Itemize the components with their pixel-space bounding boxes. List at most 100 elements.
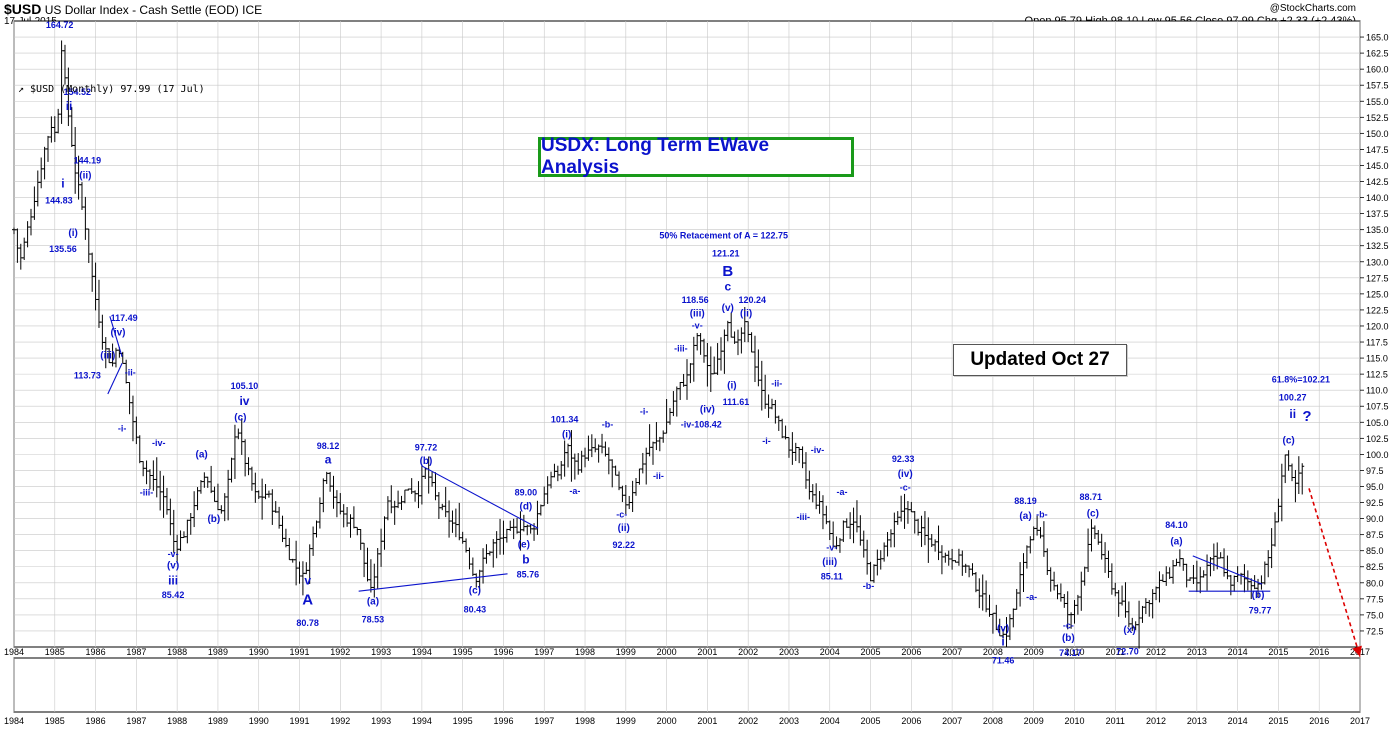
x-tick-label: 1994 [412, 647, 432, 657]
wave-label: -iii- [674, 344, 688, 354]
y-tick-label: 122.5 [1366, 305, 1389, 315]
wave-label: (ii) [740, 308, 752, 319]
trend-line [421, 465, 539, 529]
wave-label: (b) [1252, 590, 1265, 601]
wave-label: 84.10 [1165, 520, 1188, 530]
x-tick-label: 2006 [901, 716, 921, 726]
wave-label: (b) [1062, 633, 1075, 644]
wave-label: 80.78 [296, 618, 319, 628]
y-tick-label: 150.0 [1366, 129, 1389, 139]
y-tick-label: 77.5 [1366, 594, 1384, 604]
y-tick-label: 75.0 [1366, 610, 1384, 620]
y-tick-label: 152.5 [1366, 113, 1389, 123]
x-tick-label: 1984 [4, 647, 24, 657]
ticker-symbol: $USD [4, 1, 42, 17]
x-tick-label: 2000 [657, 647, 677, 657]
x-tick-label: 1986 [86, 716, 106, 726]
wave-label: 88.71 [1080, 492, 1103, 502]
wave-label: a [325, 452, 332, 466]
x-tick-label: 2007 [942, 647, 962, 657]
projection-line [1308, 488, 1361, 657]
y-tick-label: 160.0 [1366, 65, 1389, 75]
wave-label: (a) [196, 450, 208, 461]
y-tick-label: 127.5 [1366, 273, 1389, 283]
wave-label: 144.19 [74, 156, 102, 166]
x-tick-label: 2011 [1106, 716, 1125, 726]
trend-line [109, 316, 123, 357]
x-tick-label: 2010 [1064, 716, 1084, 726]
x-tick-label: 2002 [738, 716, 758, 726]
wave-label: (c) [1283, 435, 1295, 446]
x-tick-label: 2017 [1350, 716, 1370, 726]
wave-label: 50% Retacement of A = 122.75 [659, 231, 788, 241]
x-tick-label: 2001 [697, 716, 717, 726]
x-tick-label: 1988 [167, 647, 187, 657]
y-axis-ticks: 72.5 75.0 77.5 80.0 82.5 85.0 87.5 90.0 92.5 95.0… [1360, 33, 1389, 636]
x-tick-label: 2009 [1024, 647, 1044, 657]
exchange-label: ICE [242, 3, 263, 17]
x-tick-label: 1991 [289, 647, 309, 657]
x-tick-label: 1991 [289, 716, 309, 726]
x-tick-label: 2013 [1187, 647, 1207, 657]
wave-label: 72.70 [1116, 647, 1139, 657]
x-tick-label: 1996 [493, 716, 513, 726]
update-note-box: Updated Oct 27 [953, 344, 1127, 376]
x-tick-label: 1984 [4, 716, 24, 726]
x-tick-label: 2005 [861, 716, 881, 726]
wave-label: -v- [826, 543, 837, 553]
wave-label: -b- [863, 581, 875, 591]
wave-label: (c) [469, 586, 481, 597]
stockcharts-credit: @StockCharts.com [1269, 3, 1356, 14]
x-tick-label: 2011 [1106, 647, 1125, 657]
y-tick-label: 80.0 [1366, 578, 1384, 588]
x-tick-label: 2016 [1309, 647, 1329, 657]
wave-label: (v) [167, 561, 179, 572]
x-tick-label: 1987 [126, 716, 146, 726]
x-tick-label: 2009 [1024, 716, 1044, 726]
wave-label: (i) [562, 430, 571, 441]
wave-label: (d) [519, 502, 532, 513]
price-bars [12, 40, 1305, 649]
wave-label: 79.77 [1249, 606, 1272, 616]
wave-label: 121.21 [712, 249, 740, 259]
trend-lines [107, 316, 1271, 592]
wave-label: (a) [1019, 511, 1031, 522]
wave-label: (ii) [618, 523, 630, 534]
wave-label: -ii- [653, 471, 664, 481]
wave-label: 92.22 [613, 540, 636, 550]
x-tick-label: 1985 [45, 716, 65, 726]
x-tick-label: 2003 [779, 647, 799, 657]
wave-label: (a) [367, 597, 379, 608]
y-tick-label: 120.0 [1366, 321, 1389, 331]
wave-label: (e) [518, 539, 530, 550]
wave-label: (v) [722, 303, 734, 314]
x-tick-label: 1994 [412, 716, 432, 726]
y-tick-label: 140.0 [1366, 193, 1389, 203]
x-tick-label: 1986 [86, 647, 106, 657]
y-tick-label: 87.5 [1366, 530, 1384, 540]
wave-label: 88.19 [1014, 496, 1037, 506]
wave-label: 101.34 [551, 414, 579, 424]
wave-label: 97.72 [415, 443, 438, 453]
x-tick-label: 1996 [493, 647, 513, 657]
y-tick-label: 162.5 [1366, 49, 1389, 59]
wave-label: -a- [569, 486, 580, 496]
x-tick-label: 1993 [371, 716, 391, 726]
x-tick-label: 2010 [1064, 647, 1084, 657]
wave-label: 85.11 [821, 572, 843, 582]
x-tick-label: 1995 [453, 716, 473, 726]
wave-label: (b) [207, 514, 220, 525]
y-tick-label: 95.0 [1366, 482, 1384, 492]
wave-label: -i- [640, 407, 649, 417]
chart-legend: ↗ $USD (Monthly) 97.99 (17 Jul) [18, 84, 205, 95]
wave-label: (ii) [79, 170, 91, 181]
wave-label: 74.17 [1059, 648, 1082, 658]
y-tick-label: 155.0 [1366, 97, 1389, 107]
wave-label: -b- [1036, 509, 1048, 519]
wave-label: iv [239, 394, 249, 408]
wave-label: 100.27 [1279, 392, 1307, 402]
plot-frame [13, 20, 1361, 648]
y-tick-label: 132.5 [1366, 241, 1389, 251]
wave-label: v [304, 574, 311, 588]
y-tick-label: 142.5 [1366, 177, 1389, 187]
